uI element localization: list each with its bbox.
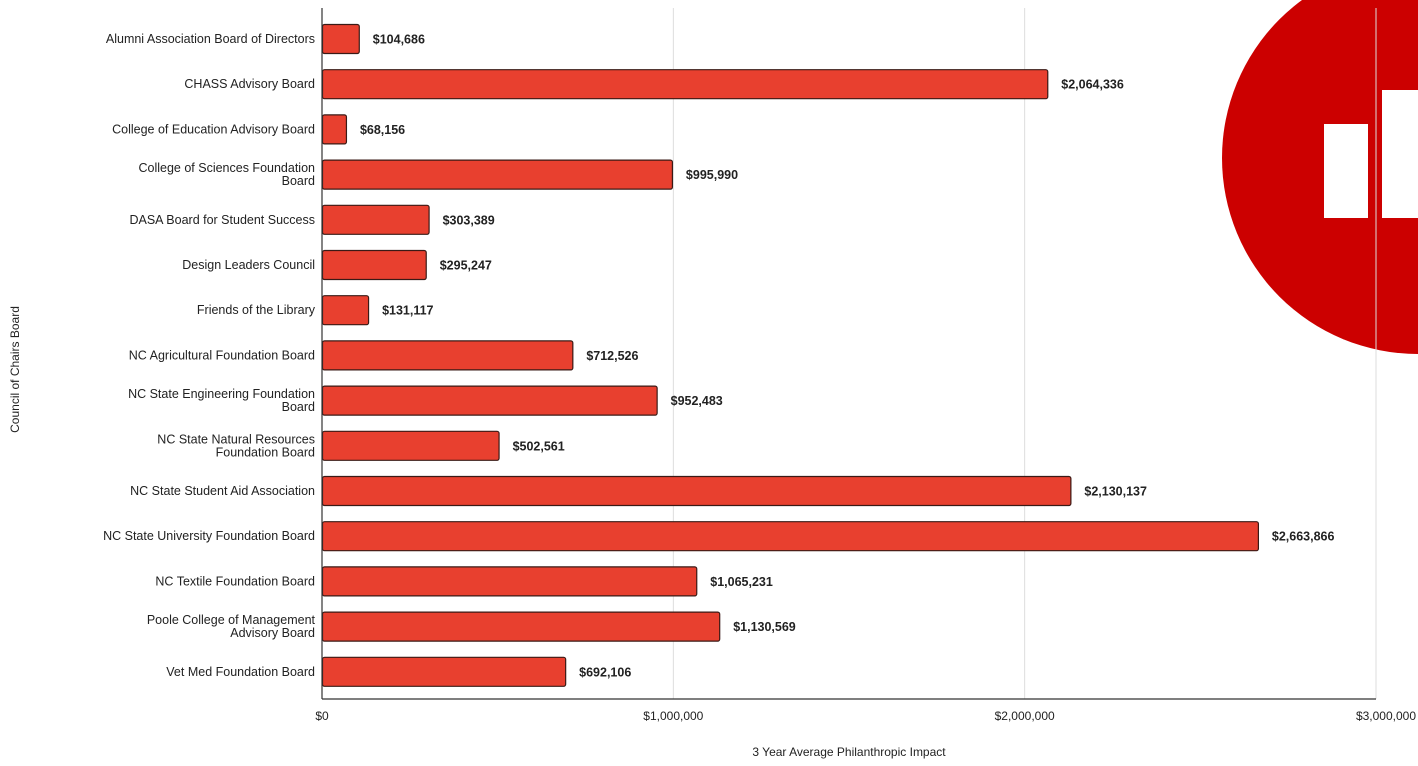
x-tick-label: $0 <box>315 709 329 723</box>
data-label: $2,064,336 <box>1061 78 1124 92</box>
bar <box>321 159 674 190</box>
data-label: $104,686 <box>373 33 425 47</box>
data-label: $303,389 <box>443 213 495 227</box>
bar <box>321 566 698 597</box>
bar <box>321 611 721 642</box>
category-label: NC Agricultural Foundation Board <box>129 348 315 362</box>
category-label: Alumni Association Board of Directors <box>106 32 315 46</box>
category-label: CHASS Advisory Board <box>184 77 315 91</box>
data-label: $995,990 <box>686 168 738 182</box>
data-label: $2,130,137 <box>1084 485 1147 499</box>
data-label: $131,117 <box>382 304 433 318</box>
logo-block <box>1382 90 1418 218</box>
category-label: Poole College of Management Advisory Boar… <box>147 613 316 640</box>
category-label: College of Sciences Foundation Board <box>138 161 315 188</box>
x-tick-label: $3,000,000 <box>1356 709 1416 723</box>
bar <box>321 385 658 416</box>
x-tick-label: $2,000,000 <box>995 709 1055 723</box>
data-label: $295,247 <box>440 259 492 273</box>
x-axis-title: 3 Year Average Philanthropic Impact <box>752 745 946 759</box>
category-label: NC State Natural Resources Foundation Boa… <box>157 432 315 459</box>
bar <box>321 656 567 687</box>
logo-circle <box>1222 0 1418 354</box>
axes <box>321 8 1376 700</box>
data-label: $2,663,866 <box>1272 530 1335 544</box>
bar <box>321 430 500 461</box>
bar <box>321 23 360 55</box>
bar <box>321 475 1072 507</box>
data-label: $68,156 <box>360 123 405 137</box>
data-label: $712,526 <box>586 349 638 363</box>
category-label: College of Education Advisory Board <box>112 122 315 136</box>
logo-block <box>1324 124 1368 218</box>
bar <box>321 249 427 281</box>
data-label: $692,106 <box>579 665 631 679</box>
data-label: $502,561 <box>513 439 565 453</box>
bar <box>321 340 574 371</box>
labels: Alumni Association Board of Directors $10… <box>8 32 1416 759</box>
category-label: Vet Med Foundation Board <box>166 665 315 679</box>
bar <box>321 69 1049 100</box>
category-label: NC State Student Aid Association <box>130 484 315 498</box>
category-label: NC State University Foundation Board <box>103 529 315 543</box>
data-label: $952,483 <box>671 394 723 408</box>
data-label: $1,065,231 <box>710 575 773 589</box>
bar <box>321 295 370 326</box>
bar <box>321 521 1260 552</box>
y-axis-title: Council of Chairs Board <box>8 306 22 433</box>
category-label: NC Textile Foundation Board <box>155 574 315 588</box>
logo-badge <box>1222 0 1418 354</box>
category-label: Friends of the Library <box>197 303 316 317</box>
category-label: NC State Engineering Foundation Board <box>128 387 315 414</box>
bar <box>321 204 430 235</box>
x-tick-label: $1,000,000 <box>643 709 703 723</box>
bars <box>321 23 1260 687</box>
bar <box>321 114 348 145</box>
data-label: $1,130,569 <box>733 620 796 634</box>
category-label: Design Leaders Council <box>182 258 315 272</box>
category-label: DASA Board for Student Success <box>129 213 315 227</box>
